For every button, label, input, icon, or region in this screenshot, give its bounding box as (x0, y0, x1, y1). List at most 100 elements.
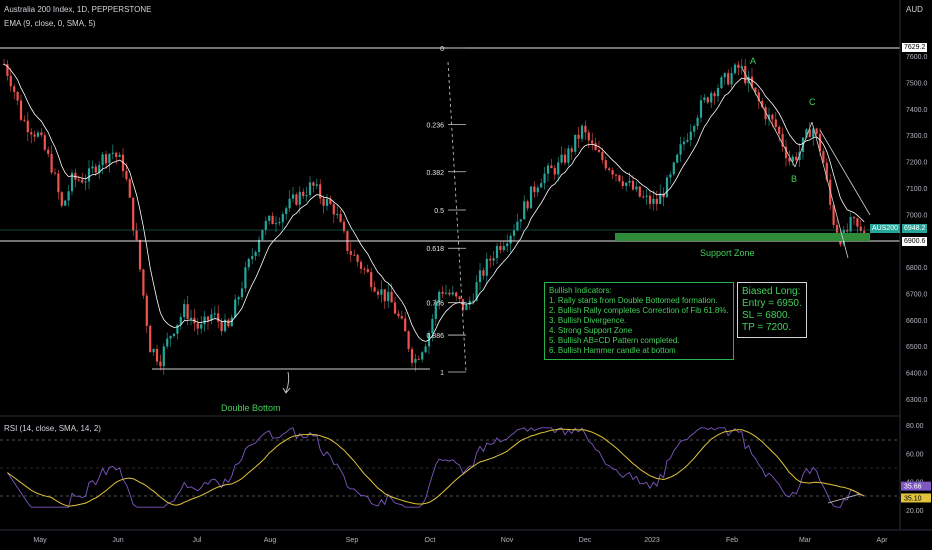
price-tick-label: 7200.0 (906, 160, 928, 167)
price-tick-label: 7400.0 (906, 107, 928, 114)
candle-body (315, 184, 318, 186)
candle-body (149, 325, 152, 353)
fib-level-label: 1 (440, 370, 444, 377)
price-tick-label: 6700.0 (906, 291, 928, 298)
candle-body (373, 287, 376, 292)
candle-body (342, 221, 346, 232)
candle-body (356, 254, 359, 262)
candle-body (43, 135, 46, 150)
rsi-tick-label: 80.00 (906, 423, 924, 430)
candle-body (563, 154, 567, 163)
bullish-indicators-box[interactable]: Bullish Indicators: 1. Rally starts from… (544, 282, 734, 360)
candle-body (210, 314, 213, 321)
candle-body (574, 134, 577, 152)
candle-body (414, 358, 417, 363)
candle-body (597, 149, 601, 152)
candle-body (720, 77, 723, 89)
candle-body (461, 299, 465, 310)
candle-body (81, 179, 84, 183)
indicator-line: 2. Bullish Rally completes Correction of… (549, 306, 729, 315)
candle-body (115, 152, 118, 158)
candle-body (189, 317, 193, 319)
time-tick-label: Nov (501, 537, 514, 544)
candle-body (87, 168, 91, 182)
candle-body (631, 180, 635, 190)
candle-body (587, 132, 590, 141)
candle-body (108, 153, 111, 164)
candle-body (781, 134, 784, 147)
candle-body (186, 304, 189, 319)
candle-body (424, 346, 427, 353)
time-axis[interactable]: May Jun Jul Aug Sep Oct Nov Dec 2023 Feb Mar Apr (33, 537, 888, 544)
candle-body (693, 125, 696, 132)
candle-body (9, 75, 12, 87)
candle-body (614, 174, 618, 176)
candle-body (784, 146, 788, 159)
candle-body (336, 214, 339, 216)
candle-body (278, 222, 281, 224)
candle-body (706, 97, 709, 103)
candle-body (421, 352, 424, 360)
candle-body (431, 318, 434, 334)
candle-body (251, 256, 254, 260)
down-arrow-icon (282, 371, 291, 394)
rsi-ma-value-tag (901, 493, 931, 503)
trade-plan-box[interactable]: Biased Long: Entry = 6950. SL = 6800. TP… (737, 282, 807, 338)
candle-body (291, 194, 295, 199)
candle-body (67, 191, 70, 201)
candle-body (846, 230, 849, 232)
rsi-legend[interactable]: RSI (14, close, SMA, 14, 2) (4, 424, 101, 433)
candle-body (767, 114, 771, 120)
candle-body (84, 181, 87, 183)
candle-body (468, 300, 471, 305)
price-tick-label: 7600.0 (906, 54, 928, 61)
candle-body (254, 251, 257, 257)
candle-body (376, 291, 380, 295)
candle-body (302, 191, 305, 197)
candle-body (852, 217, 856, 219)
candle-body (642, 196, 645, 198)
candle-body (516, 221, 519, 231)
candle-body (465, 304, 468, 310)
rsi-ma-line (7, 428, 865, 507)
time-tick-label: May (33, 537, 47, 544)
candle-body (319, 184, 322, 199)
candle-body (451, 292, 454, 295)
candle-body (206, 316, 210, 321)
candle-body (509, 235, 512, 244)
candle-body (567, 148, 570, 163)
candle-body (26, 120, 29, 133)
price-axis[interactable]: 7600.0 7500.0 7400.0 7300.0 7200.0 7100.0 7000… (906, 54, 928, 404)
candle-body (33, 134, 36, 137)
price-tick-label: 6800.0 (906, 265, 928, 272)
candle-body (390, 291, 393, 303)
candle-body (761, 100, 764, 108)
time-tick-label: Jul (193, 537, 202, 544)
candle-body (152, 349, 155, 353)
candle-body (264, 220, 267, 230)
candle-body (727, 73, 730, 85)
candle-body (499, 246, 502, 250)
price-tick-label: 7000.0 (906, 212, 928, 219)
candle-body (594, 143, 597, 150)
fib-level-label: 0.236 (426, 122, 444, 129)
support-zone (615, 233, 870, 241)
candle-body (77, 179, 80, 181)
point-b-label: B (791, 174, 798, 184)
candle-body (815, 128, 818, 134)
candle-body (438, 291, 441, 303)
candle-body (849, 217, 852, 232)
candle-body (512, 230, 516, 236)
candle-body (366, 269, 369, 273)
indicator-line: 5. Bullish AB=CD Pattern completed. (549, 336, 680, 345)
candle-body (774, 119, 777, 127)
indicators-title: Bullish Indicators: (549, 286, 612, 295)
candle-body (274, 223, 278, 225)
candle-body (478, 270, 482, 283)
candle-body (764, 107, 767, 120)
candle-body (16, 91, 19, 101)
candle-body (363, 268, 366, 270)
ema-legend[interactable]: EMA (9, close, 0, SMA, 5) (4, 19, 96, 28)
